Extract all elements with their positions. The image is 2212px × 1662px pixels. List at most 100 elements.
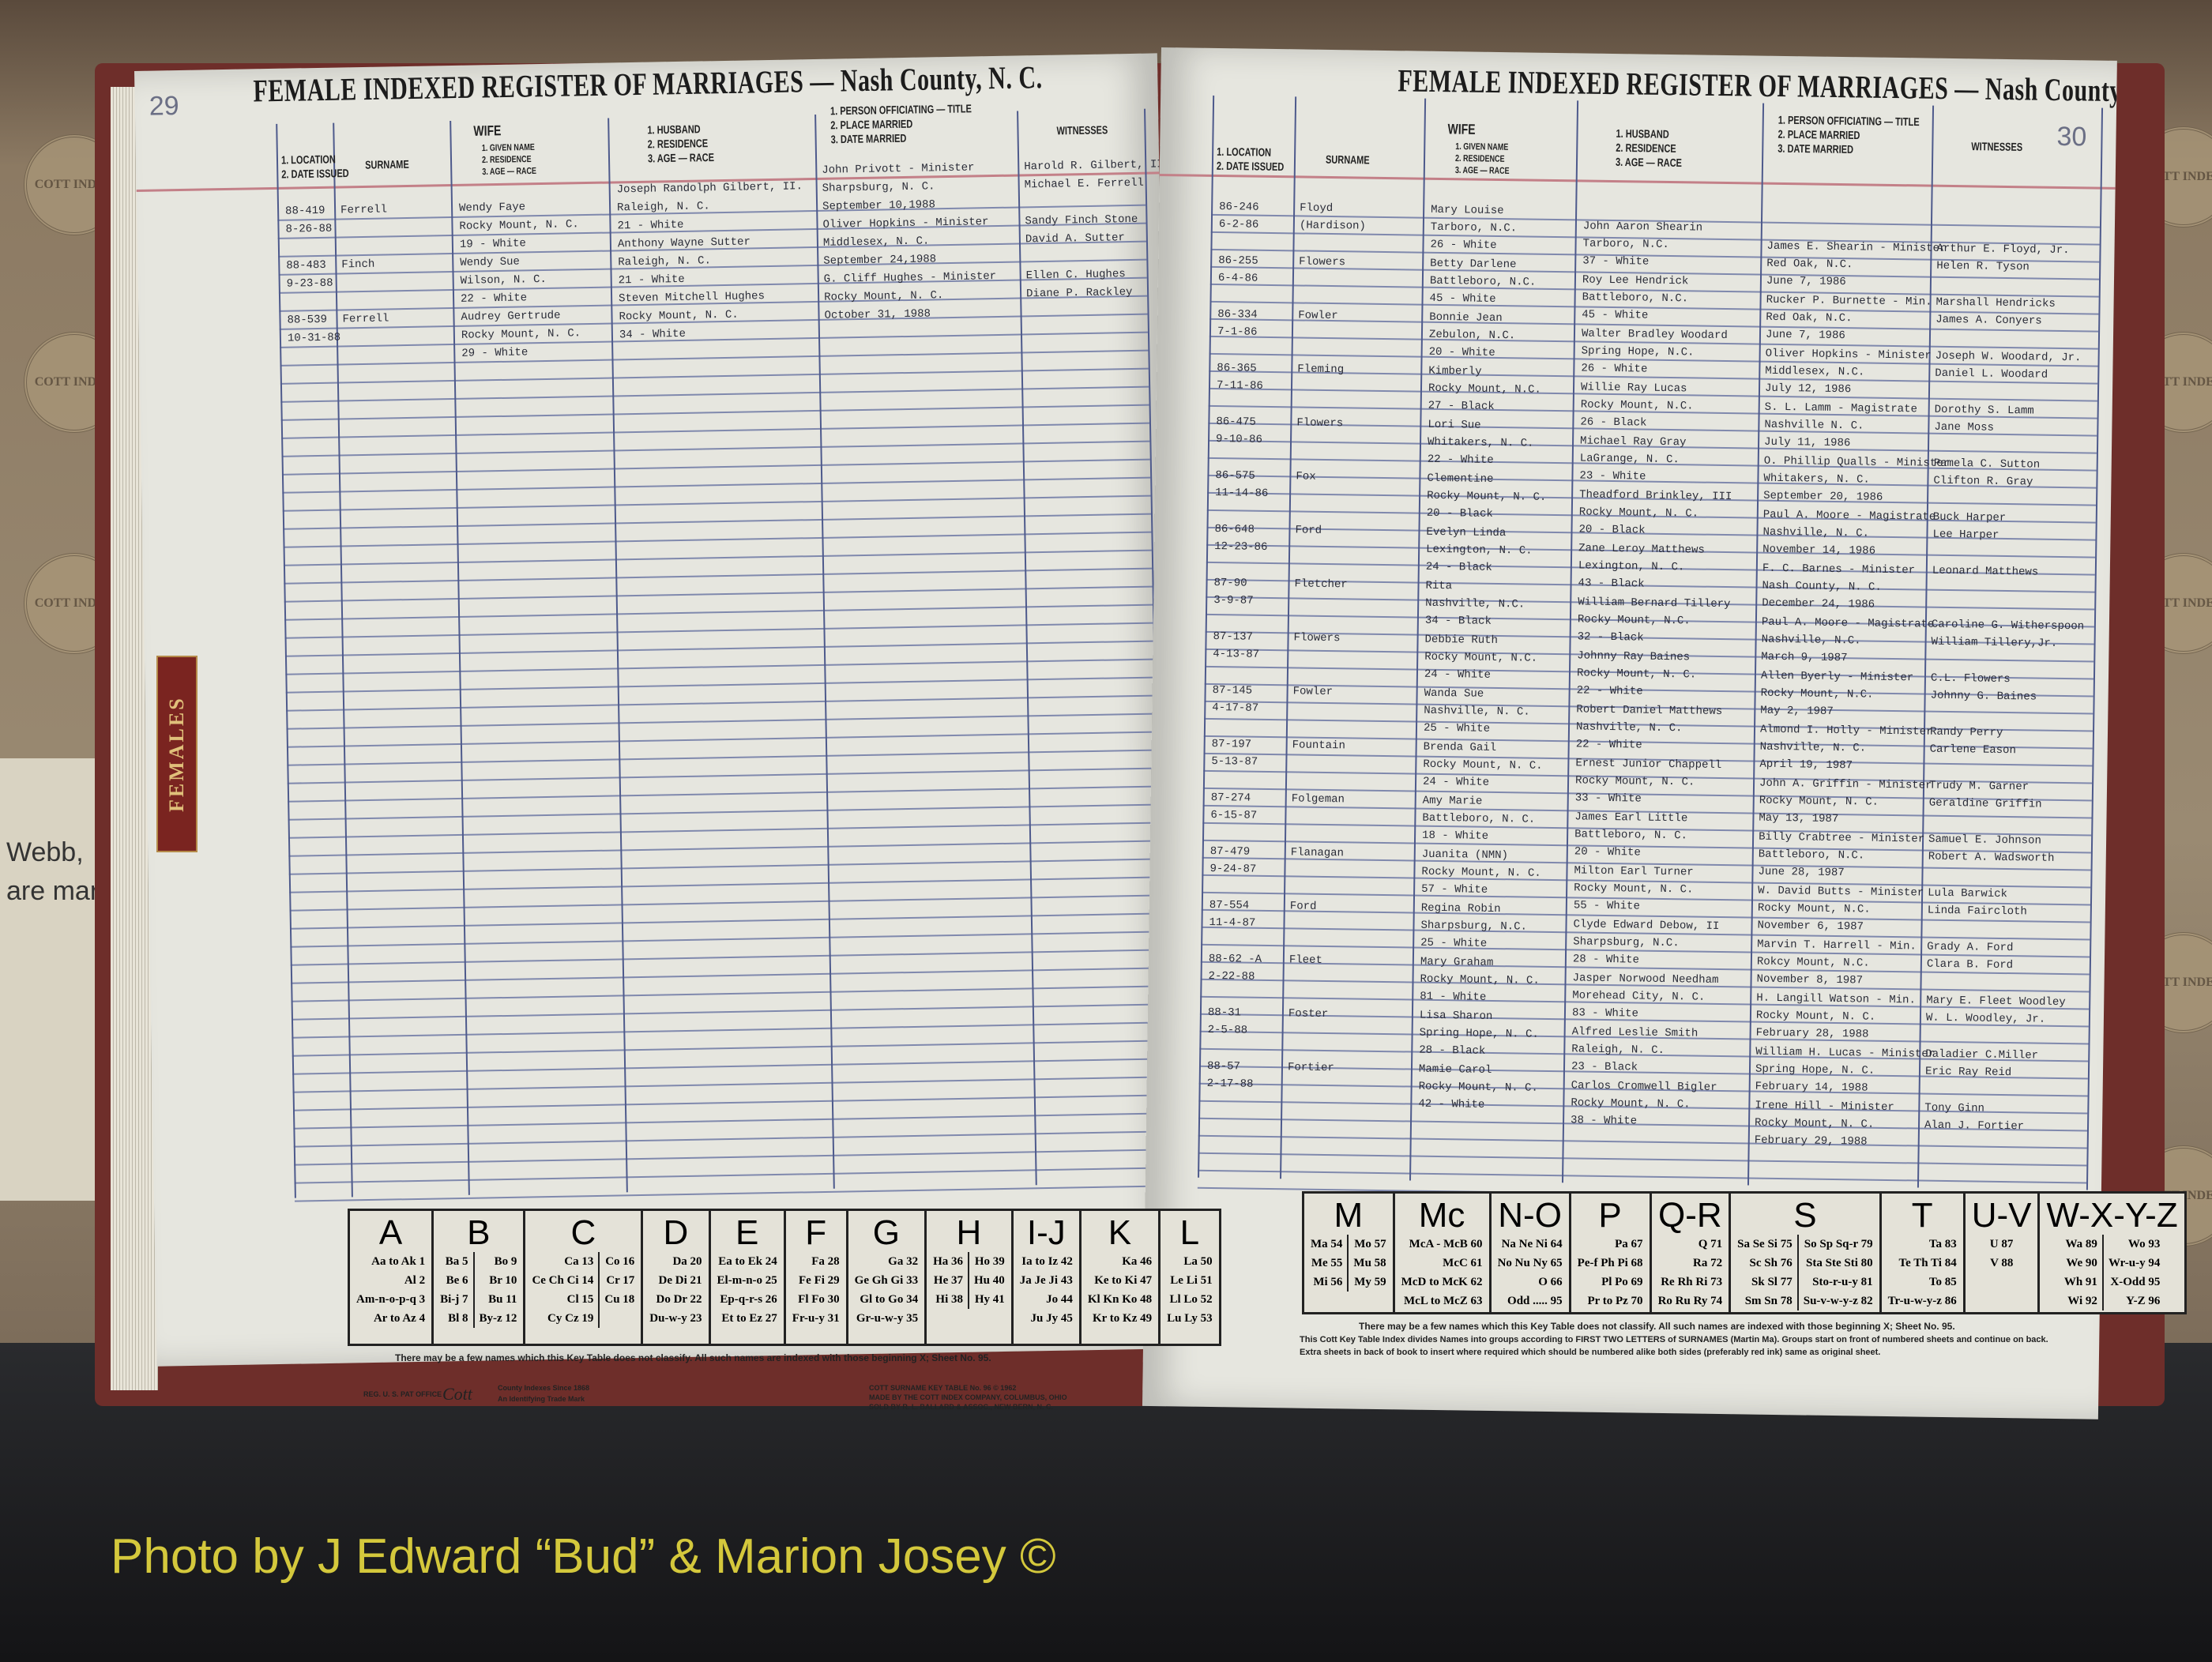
key-entry: Ar to Az 4 — [373, 1312, 426, 1325]
officiant-info: O. Phillip Qualls - Minister — [1763, 454, 1951, 470]
key-columns: La 50 Le Li 51 Ll Lo 52 Lu Ly 53 — [1167, 1252, 1213, 1328]
witness-name: Sandy Finch Stone — [1025, 212, 1138, 228]
key-column: Ta 83 Te Th Ti 84 To 85 Tr-u-w-y-z 86 — [1888, 1235, 1957, 1310]
key-entry: Kl Kn Ko 48 — [1087, 1293, 1153, 1306]
ruled-line — [283, 513, 1151, 530]
ruled-line — [292, 1094, 1161, 1111]
wife-info: Rocky Mount, N. C. — [459, 218, 579, 233]
key-entry: Ro Ru Ry 74 — [1657, 1295, 1723, 1307]
witness-name: Daladier C.Miller — [1925, 1047, 2039, 1062]
ruled-line — [285, 676, 1154, 694]
wife-info: Evelyn Linda — [1426, 525, 1507, 540]
date-issued: 7-1-86 — [1217, 325, 1258, 339]
females-index-tab[interactable]: FEMALES — [156, 656, 198, 852]
witness-name: Alan J. Fortier — [1924, 1119, 2025, 1134]
husband-info: 21 - White — [617, 218, 684, 233]
surname: Fowler — [1292, 685, 1334, 699]
key-columns: Ga 32 Ge Gh Gi 33 Gl to Go 34 Gr-u-w-y 35 — [855, 1252, 918, 1328]
officiant-info: Billy Crabtree - Minister — [1759, 830, 1925, 846]
ruled-line — [291, 985, 1160, 1002]
date-issued: 4-13-87 — [1213, 647, 1260, 661]
officiant-info: Sharpsburg, N. C. — [822, 180, 935, 195]
license-location: 88-419 — [284, 204, 325, 218]
key-entry: Ha 36 — [933, 1255, 963, 1268]
ruled-line — [282, 476, 1151, 494]
key-entry: Wa 89 — [2065, 1238, 2097, 1250]
husband-info: Zane Leroy Matthews — [1578, 542, 1705, 557]
key-columns: Ka 46 Ke to Ki 47 Kl Kn Ko 48 Kr to Kz 49 — [1088, 1252, 1152, 1328]
key-entry: Ia to Iz 42 — [1021, 1255, 1073, 1268]
key-entry: Pr to Pz 70 — [1587, 1295, 1643, 1307]
officiant-info: Irene Hill - Minister — [1755, 1099, 1894, 1115]
key-entry: Bi-j 7 — [440, 1293, 468, 1306]
license-location: 88-62 -A — [1208, 952, 1262, 966]
wife-info: 27 - Black — [1428, 399, 1495, 413]
ruled-line — [291, 1003, 1160, 1021]
key-entry: Cr 17 — [606, 1274, 635, 1287]
key-entry: Hi 38 — [935, 1293, 963, 1306]
officiant-info: February 29, 1988 — [1754, 1134, 1868, 1149]
license-location: 86-334 — [1217, 308, 1258, 321]
officiant-info: James E. Shearin - Minister — [1766, 239, 1947, 255]
key-columns: McA - McB 60 McC 61 McD to McK 62 McL to Mc… — [1401, 1235, 1483, 1310]
key-entry: To 85 — [1928, 1276, 1957, 1288]
key-group-g: G Ga 32 Ge Gh Gi 33 Gl to Go 34 Gr-u-w-y 35 — [848, 1211, 927, 1344]
husband-info: Raleigh, N. C. — [1571, 1043, 1665, 1058]
husband-info: 38 - White — [1570, 1114, 1638, 1128]
husband-info: Willie Ray Lucas — [1580, 381, 1687, 396]
key-group-l: L La 50 Le Li 51 Ll Lo 52 Lu Ly 53 — [1161, 1211, 1219, 1344]
wife-info: Lori Sue — [1428, 418, 1481, 432]
ruled-line — [283, 549, 1152, 566]
ruled-line — [290, 949, 1159, 966]
ruled-line — [286, 713, 1155, 730]
key-entry: Sc Sh 76 — [1749, 1257, 1793, 1269]
ruled-line — [284, 585, 1153, 603]
husband-info: Rocky Mount, N. C. — [1576, 667, 1697, 682]
husband-info: Nashville, N. C. — [1575, 720, 1683, 735]
page-number: 29 — [149, 91, 179, 122]
key-letter: P — [1598, 1196, 1622, 1235]
ruled-line — [293, 1130, 1162, 1148]
officiant-info: Marvin T. Harrell - Min. — [1757, 938, 1917, 953]
date-issued: 12-23-86 — [1214, 540, 1268, 554]
husband-info: Robert Daniel Matthews — [1576, 703, 1723, 718]
license-location: 86-246 — [1219, 201, 1259, 214]
date-issued: 6-2-86 — [1218, 218, 1259, 231]
key-group-h: H Ha 36 He 37 Hi 38 Ho 39 Hu 40 Hy 41 — [927, 1211, 1014, 1344]
husband-info: James Earl Little — [1574, 810, 1688, 825]
wife-header: WIFE — [473, 122, 502, 139]
key-column: Da 20 De Di 21 Do Dr 22 Du-w-y 23 — [649, 1252, 702, 1328]
license-location: 87-145 — [1212, 683, 1253, 698]
wife-info: Lexington, N. C. — [1426, 543, 1533, 558]
husband-info: Anthony Wayne Sutter — [617, 235, 751, 251]
wife-info: Rocky Mount, N.C. — [1424, 650, 1538, 665]
husband-info: John Aaron Shearin — [1582, 220, 1703, 235]
license-location: 87-137 — [1213, 630, 1254, 644]
ruled-line — [288, 840, 1157, 857]
license-location: 86-475 — [1216, 416, 1256, 429]
officiant-info: S. L. Lamm - Magistrate — [1764, 400, 1918, 416]
license-location: 86-365 — [1217, 362, 1257, 375]
ruled-line — [288, 803, 1157, 821]
surname: Flowers — [1293, 631, 1341, 645]
key-entry: McD to McK 62 — [1401, 1276, 1483, 1288]
key-columns: Ca 13 Ce Ch Ci 14 Cl 15 Cy Cz 19 Co 16 Cr 17 C… — [532, 1252, 634, 1328]
date-issued: 2-22-88 — [1208, 969, 1255, 983]
ruled-line — [294, 1185, 1163, 1202]
husband-info: Battleboro, N.C. — [1582, 291, 1689, 306]
officiant-info: W. David Butts - Minister — [1758, 884, 1924, 900]
ruled-line — [292, 1058, 1161, 1075]
key-entry: Wo 93 — [2127, 1238, 2161, 1250]
wife-info: 42 - White — [1418, 1097, 1485, 1111]
key-entry: Ga 32 — [888, 1255, 919, 1268]
surname-key-table-right: M Ma 54 Me 55 Mi 56 Mo 57 Mu 58 My 59 Mc McA - M… — [1302, 1191, 2187, 1314]
key-table-note: There may be a few names which this Key … — [1359, 1321, 1955, 1332]
key-entry: Tr-u-w-y-z 86 — [1887, 1295, 1957, 1307]
witnesses-header: WITNESSES — [1056, 124, 1108, 138]
date-issued: 11-14-86 — [1215, 487, 1269, 500]
key-entry: X-Odd 95 — [2110, 1276, 2161, 1288]
key-columns: Q 71 Ra 72 Re Rh Ri 73 Ro Ru Ry 74 — [1658, 1235, 1723, 1310]
date-issued: 11-4-87 — [1209, 916, 1256, 930]
key-column: Aa to Ak 1 Al 2 Am-n-o-p-q 3 Ar to Az 4 — [356, 1252, 425, 1328]
husband-info: Sharpsburg, N.C. — [1573, 935, 1680, 950]
